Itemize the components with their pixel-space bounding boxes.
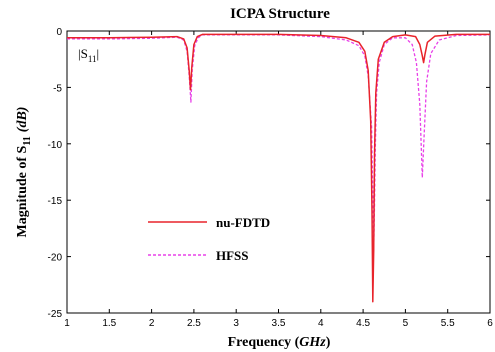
s11-annotation-sub: 11 [88,54,97,64]
x-axis-label-main: Frequency ( [228,335,300,350]
x-axis-label: Frequency (GHz) [228,335,331,350]
plot-area-frame [66,30,491,314]
series-line-nu-fdtd [67,33,490,303]
s11-annotation-main: |S [78,46,88,61]
s11-annotation-close: | [97,46,100,61]
x-axis-label-close: ) [326,335,331,350]
y-tick-label: -25 [48,309,63,320]
x-tick-label: 4 [318,318,324,329]
legend-label-nu-fdtd: nu-FDTD [216,215,270,230]
y-axis-label-main: Magnitude of S [15,145,30,237]
x-tick-label: 1 [64,318,70,329]
y-axis-label: Magnitude of S11 (dB) [15,107,33,238]
legend: nu-FDTD HFSS [148,215,270,263]
y-axis-ticks: 0 -5 -10 -15 -20 -25 [48,27,490,320]
x-axis-label-unit: GHz [299,335,326,350]
y-tick-label: -10 [48,140,63,151]
x-tick-label: 3 [233,318,239,329]
x-tick-label: 3.5 [272,318,286,329]
x-tick-label: 6 [487,318,493,329]
legend-label-hfss: HFSS [216,248,249,263]
series-layer [67,33,491,303]
y-tick-label: -20 [48,253,63,264]
x-tick-label: 4.5 [356,318,370,329]
y-axis-label-unit: (dB) [15,107,30,133]
s11-annotation: |S11| [78,46,99,64]
y-tick-label: 0 [56,27,62,38]
y-tick-label: -5 [53,83,62,94]
x-tick-label: 5.5 [441,318,455,329]
x-tick-label: 5 [403,318,409,329]
x-tick-label: 1.5 [102,318,116,329]
chart-title: ICPA Structure [230,6,330,22]
x-tick-label: 2 [149,318,155,329]
x-tick-label: 2.5 [187,318,201,329]
y-tick-label: -15 [48,196,63,207]
y-axis-label-sub: 11 [22,136,33,145]
